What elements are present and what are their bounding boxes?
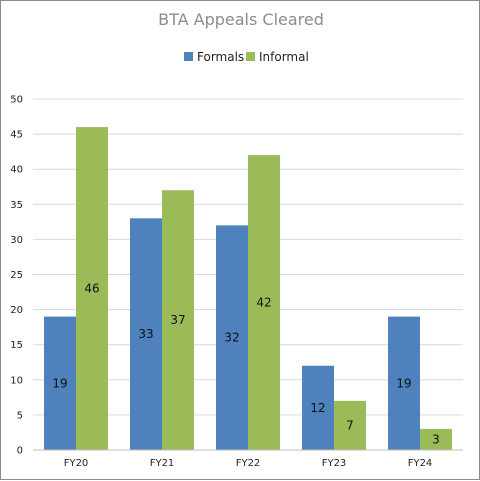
data-label: 46 (84, 282, 99, 296)
bar-informal-fy24 (420, 428, 452, 450)
bar-informal-fy21 (162, 190, 194, 450)
data-label: 19 (396, 376, 411, 390)
chart-title: BTA Appeals Cleared (158, 10, 324, 29)
y-tick-label: 25 (10, 270, 23, 281)
data-label: 3 (432, 432, 440, 446)
y-tick-label: 40 (10, 165, 23, 176)
bar-formals-fy24 (388, 316, 420, 450)
bar-formals-fy22 (216, 225, 248, 450)
data-label: 37 (170, 313, 185, 327)
bars: 19 46 33 37 32 42 12 7 19 3 (44, 127, 452, 450)
legend-label-informal: Informal (259, 50, 309, 64)
x-tick-label: FY20 (64, 458, 89, 469)
bar-informal-fy20 (76, 127, 108, 450)
data-label: 42 (256, 296, 271, 310)
data-label: 32 (224, 331, 239, 345)
y-tick-label: 45 (10, 130, 23, 141)
bar-formals-fy23 (302, 365, 334, 450)
y-tick-label: 0 (17, 446, 23, 457)
x-tick-label: FY23 (322, 458, 347, 469)
y-tick-label: 30 (10, 235, 23, 246)
x-axis-ticks: FY20 FY21 FY22 FY23 FY24 (64, 458, 433, 469)
y-tick-label: 10 (10, 375, 23, 386)
data-label: 19 (52, 376, 67, 390)
y-axis-ticks: 0 5 10 15 20 25 30 35 40 45 50 (10, 95, 23, 457)
data-label: 33 (138, 327, 153, 341)
bar-formals-fy20 (44, 316, 76, 450)
y-tick-label: 50 (10, 95, 23, 106)
bar-informal-fy22 (248, 155, 280, 450)
y-tick-label: 5 (17, 410, 23, 421)
x-tick-label: FY24 (408, 458, 433, 469)
legend-swatch-informal (246, 52, 255, 61)
y-tick-label: 35 (10, 200, 23, 211)
legend-swatch-formals (184, 52, 193, 61)
bar-formals-fy21 (130, 218, 162, 450)
x-tick-label: FY21 (150, 458, 175, 469)
data-label: 7 (346, 418, 354, 432)
legend: Formals Informal (184, 50, 309, 64)
legend-label-formals: Formals (197, 50, 244, 64)
x-tick-label: FY22 (236, 458, 261, 469)
bar-informal-fy23 (334, 400, 366, 450)
data-label: 12 (310, 401, 325, 415)
y-tick-label: 20 (10, 305, 23, 316)
y-tick-label: 15 (10, 340, 23, 351)
